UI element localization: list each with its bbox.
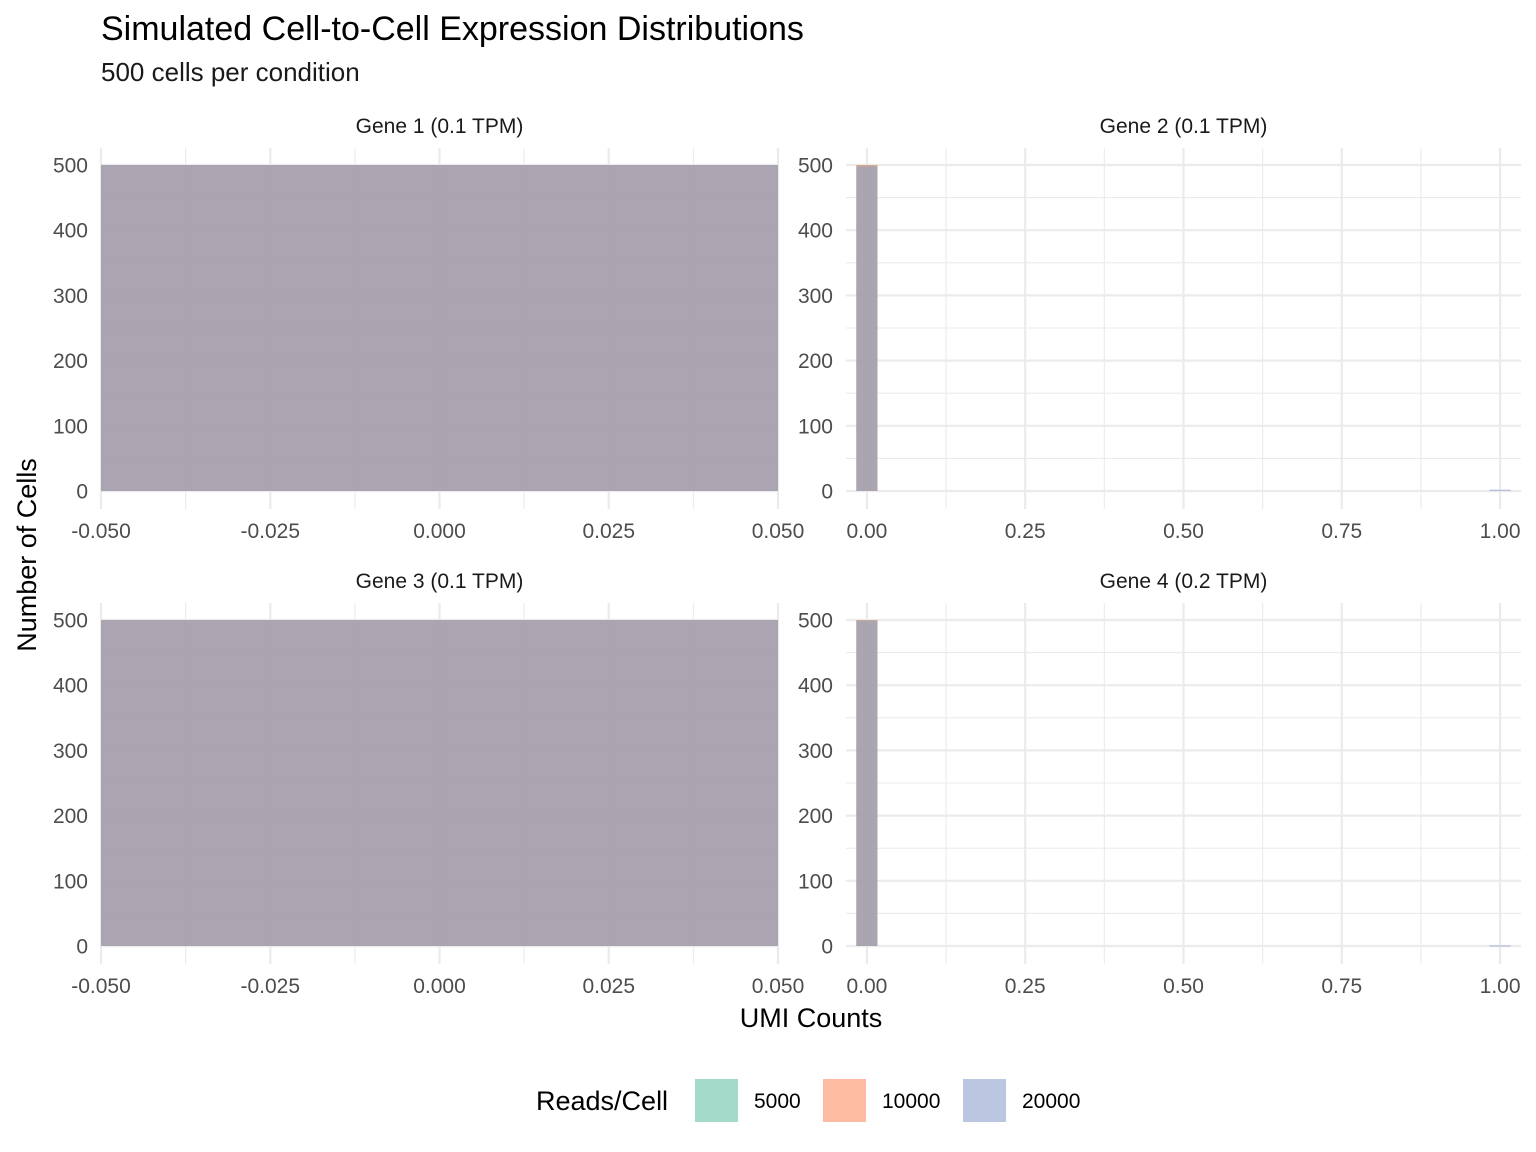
y-tick-label: 300 bbox=[798, 740, 833, 763]
x-tick-label: 0.50 bbox=[1163, 975, 1204, 998]
y-tick-label: 200 bbox=[798, 350, 833, 373]
histogram-bar-20000 bbox=[101, 620, 778, 946]
legend-key-10000 bbox=[823, 1079, 866, 1122]
x-tick-label: 0.000 bbox=[413, 520, 466, 543]
y-tick-label: 200 bbox=[798, 805, 833, 828]
y-tick-label: 400 bbox=[798, 220, 833, 243]
legend-key-20000 bbox=[963, 1079, 1006, 1122]
histogram-bar-20000 bbox=[1489, 489, 1511, 491]
x-tick-label: 1.00 bbox=[1480, 520, 1521, 543]
x-tick-label: 1.00 bbox=[1480, 975, 1521, 998]
x-tick-label: 0.25 bbox=[1005, 520, 1046, 543]
y-tick-label: 100 bbox=[798, 870, 833, 893]
y-tick-label: 500 bbox=[798, 610, 833, 633]
x-tick-label: 0.00 bbox=[846, 975, 887, 998]
histogram-bar-20000 bbox=[856, 166, 878, 491]
histogram-bar-20000 bbox=[101, 165, 778, 491]
x-tick-label: 0.000 bbox=[413, 975, 466, 998]
legend-label: 5000 bbox=[754, 1090, 801, 1113]
y-tick-label: 400 bbox=[53, 220, 88, 243]
y-tick-label: 100 bbox=[798, 415, 833, 438]
x-tick-label: 0.75 bbox=[1321, 975, 1362, 998]
facet-label: Gene 2 (0.1 TPM) bbox=[1100, 115, 1268, 138]
legend-title: Reads/Cell bbox=[536, 1086, 668, 1116]
x-tick-label: 0.050 bbox=[752, 520, 805, 543]
x-tick-label: 0.25 bbox=[1005, 975, 1046, 998]
y-tick-label: 0 bbox=[76, 936, 88, 959]
y-tick-label: 300 bbox=[798, 285, 833, 308]
x-tick-label: 0.025 bbox=[582, 520, 635, 543]
x-tick-label: -0.050 bbox=[71, 975, 131, 998]
facet-panel-2: Gene 2 (0.1 TPM) 0.00 0.25 0.50 0.75 1.00 0 100… bbox=[798, 115, 1521, 543]
y-tick-label: 400 bbox=[798, 675, 833, 698]
x-tick-label: 0.050 bbox=[752, 975, 805, 998]
histogram-bar-20000 bbox=[856, 620, 878, 946]
x-tick-label: 0.00 bbox=[846, 520, 887, 543]
x-tick-label: -0.050 bbox=[71, 520, 131, 543]
y-tick-label: 0 bbox=[821, 481, 833, 504]
facet-label: Gene 3 (0.1 TPM) bbox=[356, 570, 524, 593]
y-tick-label: 200 bbox=[53, 350, 88, 373]
chart-subtitle: 500 cells per condition bbox=[101, 57, 360, 87]
x-tick-label: 0.50 bbox=[1163, 520, 1204, 543]
facet-label: Gene 4 (0.2 TPM) bbox=[1100, 570, 1268, 593]
legend-label: 20000 bbox=[1022, 1090, 1080, 1113]
y-tick-label: 500 bbox=[53, 155, 88, 178]
legend: Reads/Cell 5000 10000 20000 bbox=[536, 1079, 1080, 1122]
y-tick-label: 500 bbox=[53, 610, 88, 633]
legend-label: 10000 bbox=[882, 1090, 940, 1113]
y-tick-label: 400 bbox=[53, 675, 88, 698]
legend-key-5000 bbox=[695, 1079, 738, 1122]
x-axis-title: UMI Counts bbox=[740, 1003, 883, 1033]
y-axis-title: Number of Cells bbox=[12, 458, 42, 652]
facet-label: Gene 1 (0.1 TPM) bbox=[356, 115, 524, 138]
y-tick-label: 300 bbox=[53, 740, 88, 763]
chart-title: Simulated Cell-to-Cell Expression Distri… bbox=[101, 10, 804, 48]
y-tick-label: 0 bbox=[821, 936, 833, 959]
y-tick-label: 300 bbox=[53, 285, 88, 308]
x-tick-label: -0.025 bbox=[240, 975, 300, 998]
facet-panels: Gene 1 (0.1 TPM)-0.050 -0.025 0.000 0.025 0.… bbox=[53, 115, 1521, 998]
x-tick-label: 0.025 bbox=[582, 975, 635, 998]
y-tick-label: 100 bbox=[53, 870, 88, 893]
facet-panel-3: Gene 3 (0.1 TPM) -0.050 -0.025 0.000 0.025 0.… bbox=[53, 570, 804, 998]
x-tick-label: 0.75 bbox=[1321, 520, 1362, 543]
facet-panel-4: Gene 4 (0.2 TPM) 0.00 0.25 0.50 0.75 1.00 0 100… bbox=[798, 570, 1521, 998]
legend-entries: 5000 10000 20000 bbox=[695, 1079, 1080, 1122]
y-tick-label: 500 bbox=[798, 155, 833, 178]
y-tick-label: 200 bbox=[53, 805, 88, 828]
histogram-bar-20000 bbox=[1489, 945, 1511, 947]
facet-panel-1: Gene 1 (0.1 TPM) -0.050 -0.025 0.000 0.025 0.… bbox=[53, 115, 804, 543]
x-tick-label: -0.025 bbox=[240, 520, 300, 543]
y-tick-label: 0 bbox=[76, 481, 88, 504]
y-tick-label: 100 bbox=[53, 415, 88, 438]
